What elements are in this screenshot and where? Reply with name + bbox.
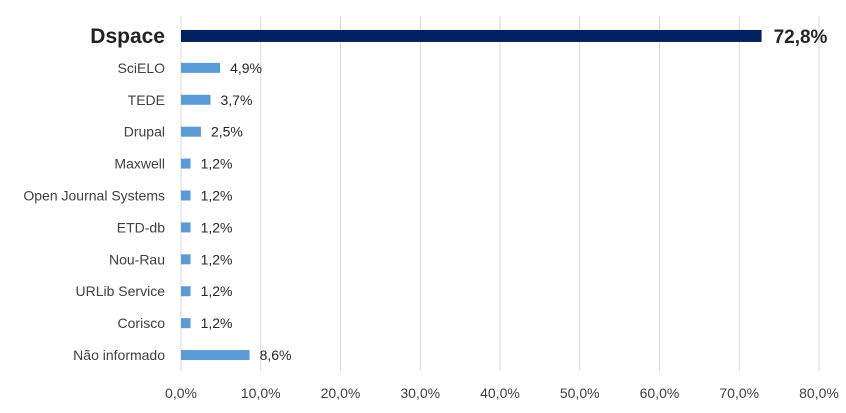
category-label: Maxwell bbox=[114, 156, 165, 172]
category-label: Dspace bbox=[90, 25, 165, 48]
x-axis-tick-labels: 0,0% 10,0% 20,0% 30,0% 40,0% 50,0% 60,0% 70,0% 8… bbox=[165, 385, 839, 401]
bar bbox=[181, 286, 191, 297]
category-label: Corisco bbox=[118, 315, 166, 331]
data-label: 1,2% bbox=[201, 283, 233, 299]
data-label: 1,2% bbox=[201, 188, 233, 204]
data-label: 4,9% bbox=[230, 60, 262, 76]
gridlines bbox=[180, 16, 820, 371]
x-tick-label: 60,0% bbox=[640, 385, 680, 401]
data-label: 2,5% bbox=[211, 124, 243, 140]
bar bbox=[181, 190, 191, 201]
x-tick-label: 80,0% bbox=[799, 385, 839, 401]
data-label: 1,2% bbox=[201, 251, 233, 267]
x-tick-label: 0,0% bbox=[165, 385, 197, 401]
data-label: 1,2% bbox=[201, 156, 233, 172]
bar bbox=[181, 126, 201, 137]
category-label: Drupal bbox=[124, 124, 165, 140]
category-label: SciELO bbox=[118, 60, 166, 76]
data-label: 3,7% bbox=[221, 92, 253, 108]
category-label: ETD-db bbox=[117, 219, 165, 235]
x-tick-label: 70,0% bbox=[719, 385, 759, 401]
bar bbox=[181, 254, 191, 265]
value-labels: 72,8% 4,9% 3,7% 2,5% 1,2% 1,2% 1,2% 1,2% 1,2% 1,2… bbox=[201, 27, 828, 363]
x-tick-label: 20,0% bbox=[321, 385, 361, 401]
x-tick-label: 40,0% bbox=[480, 385, 520, 401]
category-label: Open Journal Systems bbox=[23, 188, 165, 204]
bar bbox=[181, 350, 250, 361]
x-tick-label: 30,0% bbox=[400, 385, 440, 401]
category-label: Nou-Rau bbox=[109, 251, 165, 267]
category-labels: Dspace SciELO TEDE Drupal Maxwell Open Journa… bbox=[23, 25, 165, 363]
x-tick-label: 50,0% bbox=[560, 385, 600, 401]
bar bbox=[181, 222, 191, 233]
bar bbox=[181, 62, 221, 73]
bar bbox=[181, 94, 211, 105]
bars bbox=[181, 29, 762, 361]
bar bbox=[181, 318, 191, 329]
data-label: 72,8% bbox=[774, 27, 828, 48]
category-label: URLib Service bbox=[76, 283, 166, 299]
category-label: Não informado bbox=[73, 347, 165, 363]
data-label: 8,6% bbox=[260, 347, 292, 363]
bar bbox=[181, 29, 762, 42]
category-label: TEDE bbox=[128, 92, 165, 108]
x-tick-label: 10,0% bbox=[241, 385, 281, 401]
data-label: 1,2% bbox=[201, 315, 233, 331]
bar bbox=[181, 158, 191, 169]
data-label: 1,2% bbox=[201, 219, 233, 235]
